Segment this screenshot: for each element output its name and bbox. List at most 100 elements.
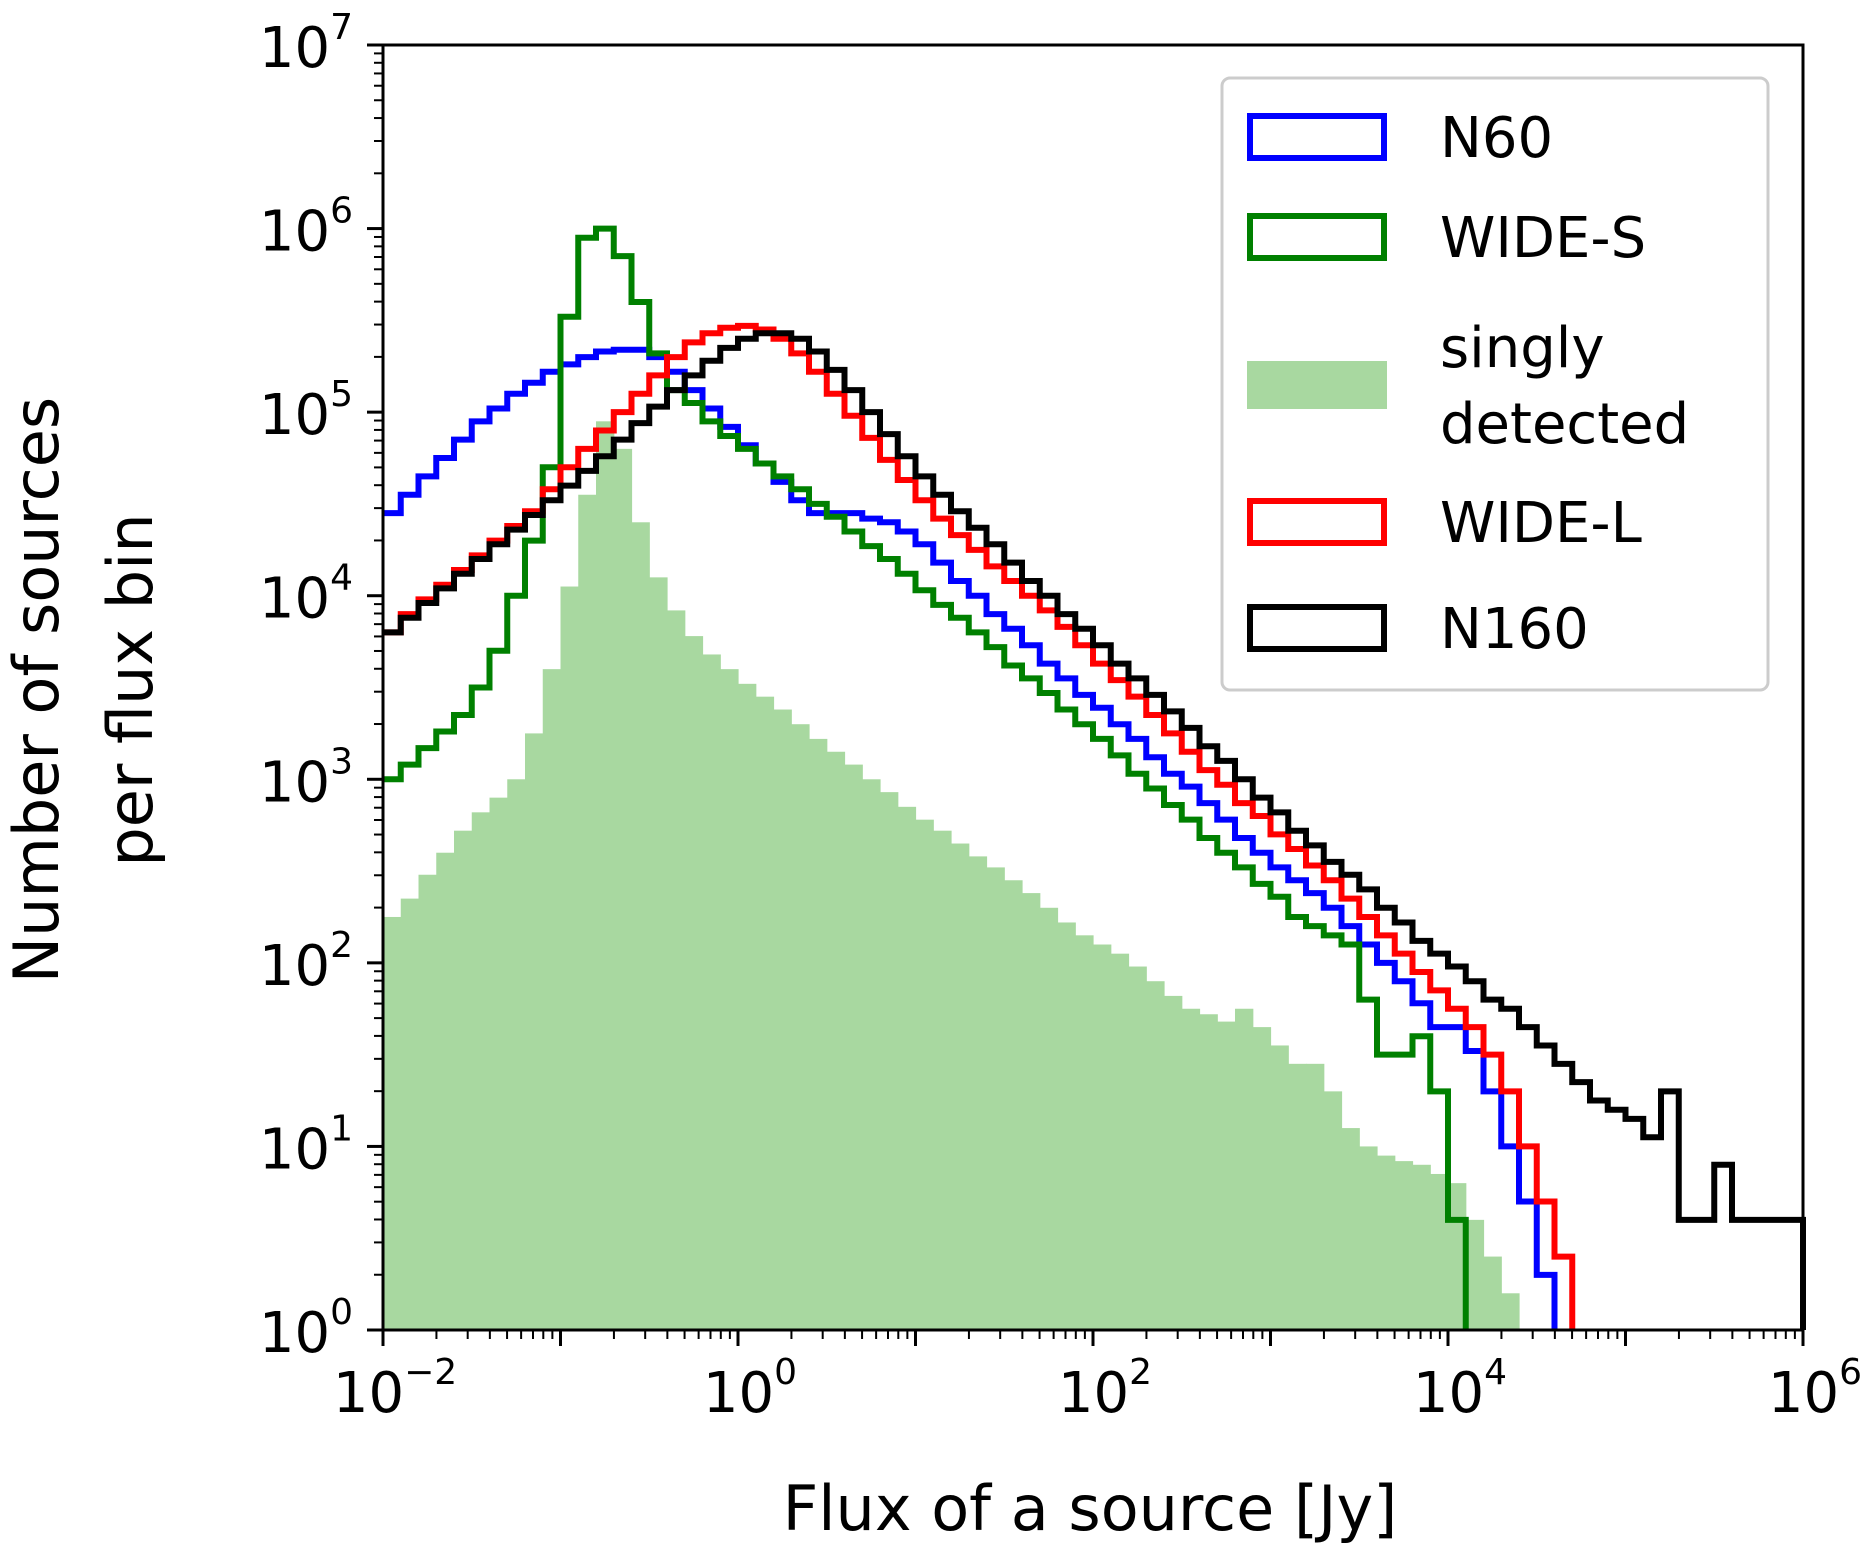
bar-singly-detected [738,683,757,1330]
bar-singly-detected [1252,1027,1272,1330]
bar-singly-detected [489,797,508,1330]
bar-singly-detected [1430,1173,1449,1330]
bar-singly-detected [1288,1063,1307,1330]
bar-singly-detected [1501,1293,1520,1330]
bar-singly-detected [1359,1146,1378,1330]
step-line-wide-l [383,322,1576,1330]
x-axis-label: Flux of a source [Jy] [783,1472,1398,1545]
axis-labels: Flux of a source [Jy] Number of sources … [0,397,1397,1545]
bar-singly-detected [596,421,615,1331]
bar-singly-detected [755,696,775,1330]
y-axis-label-line-2: per flux bin [94,513,167,866]
step-line-n60 [383,346,1558,1330]
y-tick-label: 107 [259,7,353,81]
bar-singly-detected [1235,1008,1254,1330]
legend-swatch [1247,604,1387,652]
bar-singly-detected [684,636,704,1330]
legend-swatch [1247,498,1387,546]
legend-label: WIDE-S [1440,206,1646,271]
bar-singly-detected [436,852,455,1330]
x-tick-label: 10−2 [333,1352,457,1426]
bar-singly-detected [1483,1256,1502,1330]
step-line-wide-s [383,225,1469,1330]
bar-singly-detected [1377,1155,1396,1330]
step-line-n160 [383,330,1806,1330]
bar-singly-detected [773,709,792,1330]
bar-singly-detected [471,812,491,1330]
bar-singly-detected [791,724,810,1330]
series-wide-s [383,225,1469,1330]
bar-singly-detected [1341,1128,1360,1330]
legend: N60 WIDE-S singly detected WIDE-L N160 [1220,76,1770,692]
bar-singly-detected [826,751,846,1330]
series-n60 [383,346,1558,1330]
bar-singly-detected [560,586,579,1330]
series-singly-detected [383,421,1520,1331]
plot-area [383,225,1806,1331]
legend-swatch [1247,113,1387,161]
legend-item: WIDE-S [1247,206,1646,271]
y-tick-label: 102 [259,925,353,999]
series-wide-l [383,322,1576,1330]
bar-singly-detected [1217,1021,1236,1330]
bar-singly-detected [951,843,970,1330]
bar-singly-detected [1039,907,1059,1330]
legend-item: singly detected [1247,316,1689,457]
bar-singly-detected [418,874,437,1330]
y-axis-label-line-1: Number of sources [0,397,73,983]
bar-singly-detected [897,806,917,1330]
bar-singly-detected [649,577,668,1330]
bar-singly-detected [809,738,828,1330]
legend-swatch [1247,213,1387,261]
bar-singly-detected [1306,1063,1325,1330]
x-tick-label: 102 [1058,1352,1152,1426]
bar-singly-detected [862,779,881,1330]
bar-singly-detected [986,867,1005,1330]
bar-singly-detected [1199,1014,1218,1330]
y-tick-label: 103 [259,741,353,815]
bar-singly-detected [844,764,863,1330]
bar-singly-detected [578,494,597,1330]
x-tick-label: 106 [1768,1352,1862,1426]
legend-label: WIDE-L [1440,491,1642,556]
legend-box [1220,76,1770,692]
bar-singly-detected [880,792,899,1330]
bar-singly-detected [915,819,934,1330]
bar-singly-detected [968,856,988,1330]
y-tick-label: 105 [259,374,353,448]
bar-singly-detected [1412,1164,1431,1330]
legend-label: singly [1440,316,1604,381]
series-n160 [383,330,1806,1330]
bar-singly-detected [1323,1091,1343,1330]
bar-singly-detected [667,610,686,1330]
bar-singly-detected [1075,935,1094,1330]
bar-singly-detected [1146,981,1165,1330]
bar-singly-detected [1164,995,1183,1330]
legend-swatch [1247,361,1387,409]
bar-singly-detected [454,830,473,1330]
y-tick-label: 100 [259,1292,353,1366]
bar-singly-detected [507,779,526,1330]
bar-singly-detected [1128,966,1147,1330]
bar-singly-detected [1022,893,1041,1330]
legend-item: N160 [1247,597,1589,662]
x-tick-label: 104 [1413,1352,1507,1426]
legend-label: detected [1440,392,1689,457]
bar-singly-detected [1093,944,1112,1330]
legend-item: N60 [1247,106,1553,171]
bar-singly-detected [1181,1008,1201,1330]
y-tick-label: 104 [259,558,353,632]
bar-singly-detected [613,448,633,1330]
bar-singly-detected [383,916,402,1330]
bar-singly-detected [400,898,420,1330]
bar-singly-detected [1004,880,1023,1330]
bar-singly-detected [1394,1161,1414,1330]
bar-singly-detected [720,669,739,1330]
y-tick-label: 101 [259,1108,353,1182]
y-tick-label: 106 [259,191,353,265]
bar-singly-detected [525,733,544,1330]
x-tick-label: 100 [703,1352,797,1426]
legend-item: WIDE-L [1247,491,1642,556]
bar-singly-detected [631,522,650,1330]
